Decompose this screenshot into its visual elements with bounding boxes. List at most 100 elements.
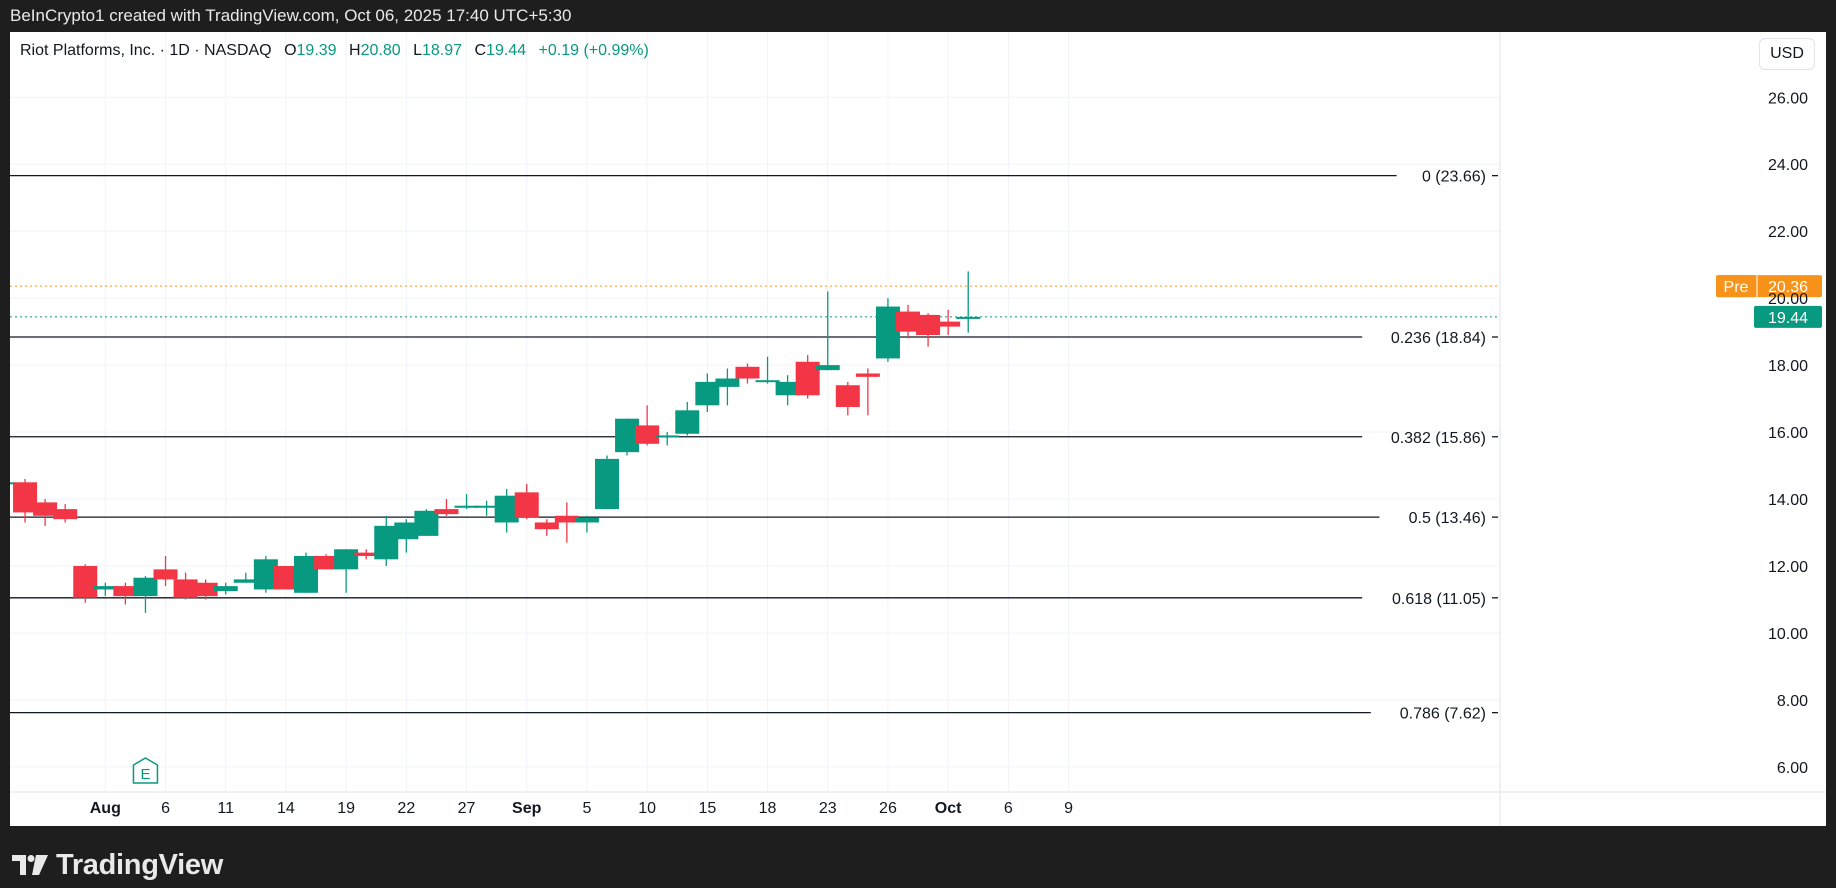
candle[interactable] xyxy=(334,549,359,593)
candle-body xyxy=(13,482,38,513)
candle[interactable] xyxy=(936,309,961,335)
candle[interactable] xyxy=(715,368,740,406)
currency-button[interactable]: USD xyxy=(1759,38,1815,70)
candle[interactable] xyxy=(193,579,218,600)
candle[interactable] xyxy=(113,582,138,605)
x-tick-label: 14 xyxy=(277,800,295,817)
candle[interactable] xyxy=(514,483,539,520)
candle-body xyxy=(695,381,720,406)
candle-body xyxy=(133,577,158,597)
fib-level-label: 0 (23.66) xyxy=(1422,169,1486,186)
candle[interactable] xyxy=(695,373,720,412)
candle[interactable] xyxy=(394,519,419,553)
y-tick-label: 12.00 xyxy=(1768,559,1808,576)
price-lines: Pre 20.36 19.44 xyxy=(10,275,1822,328)
candle-body xyxy=(153,569,178,580)
candle[interactable] xyxy=(635,405,660,446)
candle[interactable] xyxy=(233,572,258,583)
candle[interactable] xyxy=(855,368,880,416)
candle[interactable] xyxy=(414,509,439,536)
markers: E xyxy=(132,757,159,784)
candle[interactable] xyxy=(655,432,680,446)
candle[interactable] xyxy=(775,375,800,406)
fib-level-label: 0.786 (7.62) xyxy=(1400,706,1486,723)
candle[interactable] xyxy=(93,582,118,597)
candle[interactable] xyxy=(173,572,198,600)
y-tick-label: 18.00 xyxy=(1768,358,1808,375)
candle[interactable] xyxy=(374,515,399,567)
symbol-legend: Riot Platforms, Inc. · 1D · NASDAQ O19.3… xyxy=(20,42,649,60)
symbol-title: Riot Platforms, Inc. · 1D · NASDAQ xyxy=(20,42,272,59)
x-tick-label: 15 xyxy=(698,800,716,817)
candle[interactable] xyxy=(53,504,78,523)
candle[interactable] xyxy=(213,582,238,595)
candle-body xyxy=(896,311,921,332)
candle[interactable] xyxy=(735,363,760,384)
candle[interactable] xyxy=(273,566,298,590)
candle-body xyxy=(775,381,800,396)
candle[interactable] xyxy=(474,500,499,516)
candle[interactable] xyxy=(133,576,158,613)
candle-body xyxy=(33,502,58,516)
candle[interactable] xyxy=(494,489,519,533)
candle-body xyxy=(655,435,680,438)
candle[interactable] xyxy=(755,356,780,384)
candle[interactable] xyxy=(73,564,98,603)
candles[interactable] xyxy=(10,271,981,613)
candle[interactable] xyxy=(916,313,941,347)
close-label: C xyxy=(474,42,487,59)
candle[interactable] xyxy=(875,298,900,362)
high-value: 20.80 xyxy=(360,42,401,59)
candle-body xyxy=(273,566,298,590)
candle-body xyxy=(956,316,981,319)
x-tick-label: 6 xyxy=(1004,800,1013,817)
candle-body xyxy=(334,549,359,570)
candle[interactable] xyxy=(314,554,339,570)
candle[interactable] xyxy=(13,478,38,523)
candle-body xyxy=(675,410,700,434)
candle-body xyxy=(213,586,238,592)
candle[interactable] xyxy=(253,555,278,593)
candle-body xyxy=(233,579,258,583)
candle[interactable] xyxy=(434,499,459,516)
candle-body xyxy=(795,361,820,396)
candle[interactable] xyxy=(534,519,559,536)
candle-body xyxy=(735,366,760,379)
candle-body xyxy=(815,365,840,371)
candle-body xyxy=(173,579,198,598)
candle-body xyxy=(494,495,519,523)
candle[interactable] xyxy=(675,401,700,436)
low-label: L xyxy=(413,42,422,59)
fib-retracement[interactable]: 0 (23.66) 0.236 (18.84) 0.382 (15.86) 0.5 (… xyxy=(10,169,1498,723)
candle[interactable] xyxy=(554,502,579,543)
y-tick-label: 8.00 xyxy=(1777,693,1808,710)
tradingview-logo-icon xyxy=(12,855,48,875)
x-tick-label: 19 xyxy=(337,800,355,817)
candle[interactable] xyxy=(956,271,981,333)
fib-level-label: 0.236 (18.84) xyxy=(1391,330,1486,347)
candle-body xyxy=(936,321,961,327)
candle-body xyxy=(293,555,318,593)
candle[interactable] xyxy=(835,381,860,416)
candle[interactable] xyxy=(574,515,599,533)
chart-panel[interactable]: 0 (23.66) 0.236 (18.84) 0.382 (15.86) 0.5 (… xyxy=(10,32,1826,826)
candle[interactable] xyxy=(595,455,620,510)
candle[interactable] xyxy=(33,499,58,526)
candle[interactable] xyxy=(454,494,479,510)
candle-body xyxy=(855,373,880,377)
x-tick-label: 11 xyxy=(217,800,234,817)
candle[interactable] xyxy=(354,549,379,560)
candle-body xyxy=(715,378,740,387)
candlestick-chart[interactable]: 0 (23.66) 0.236 (18.84) 0.382 (15.86) 0.5 (… xyxy=(10,32,1826,826)
candle[interactable] xyxy=(293,552,318,593)
candle[interactable] xyxy=(153,555,178,587)
premarket-price-label: 20.36 xyxy=(1768,279,1808,296)
candle[interactable] xyxy=(815,291,840,371)
earnings-marker-icon[interactable]: E xyxy=(132,757,159,784)
candle[interactable] xyxy=(795,355,820,399)
fib-level-label: 0.618 (11.05) xyxy=(1392,591,1486,608)
candle[interactable] xyxy=(615,418,640,456)
x-tick-label: 26 xyxy=(879,800,897,817)
change-value: +0.19 (+0.99%) xyxy=(538,42,649,59)
candle[interactable] xyxy=(896,304,921,339)
